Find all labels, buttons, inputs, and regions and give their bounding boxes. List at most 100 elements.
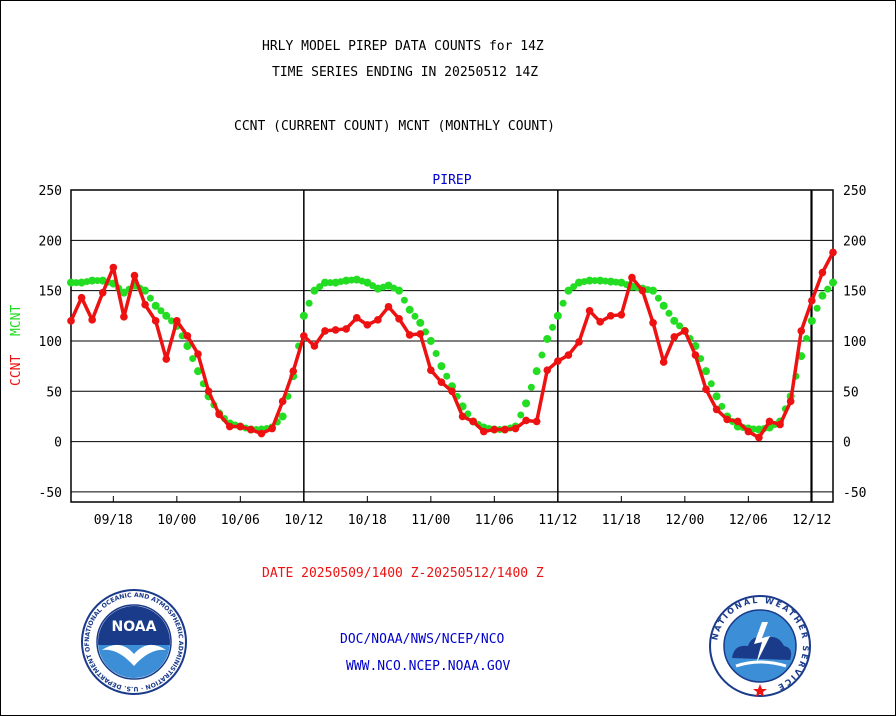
mcnt-mid-point	[178, 332, 186, 340]
ccnt-point	[289, 367, 298, 375]
mcnt-point	[278, 412, 287, 421]
plot-border	[70, 189, 834, 503]
footer-link-www[interactable]: WWW.NCO.NCEP.NOAA.GOV	[346, 659, 511, 674]
ccnt-point	[278, 397, 287, 406]
mcnt-point	[818, 291, 827, 300]
ccnt-point	[670, 333, 679, 341]
ccnt-point	[88, 316, 96, 324]
ccnt-point	[733, 417, 742, 426]
ccnt-point	[120, 313, 128, 321]
mcnt-point	[405, 305, 414, 314]
ccnt-point	[215, 410, 223, 419]
mcnt-point	[596, 276, 605, 285]
ccnt-point	[183, 332, 192, 340]
ccnt-point	[331, 326, 340, 334]
ccnt-point	[268, 424, 276, 433]
mcnt-point	[151, 301, 160, 310]
ccnt-point	[427, 366, 435, 374]
y-tick-label-left: 100	[39, 335, 62, 350]
mcnt-point	[183, 342, 192, 350]
ccnt-point	[395, 315, 403, 323]
ccnt-point	[437, 378, 446, 387]
ccnt-point	[352, 314, 361, 322]
mcnt-mid-point	[316, 283, 324, 291]
ccnt-point	[173, 317, 181, 325]
ccnt-point	[712, 405, 721, 414]
ccnt-point	[236, 422, 245, 431]
ccnt-point	[204, 387, 213, 396]
mcnt-point	[522, 399, 531, 408]
mcnt-mid-point	[549, 323, 557, 331]
mcnt-mid-point	[665, 309, 673, 317]
ccnt-point	[543, 366, 552, 374]
ccnt-point	[98, 288, 107, 297]
ccnt-point	[363, 321, 372, 329]
mcnt-point	[342, 276, 351, 285]
ccnt-point	[808, 296, 816, 305]
y-tick-label-right: 0	[843, 436, 851, 451]
ccnt-point	[617, 311, 626, 319]
mcnt-mid-point	[168, 317, 176, 325]
mcnt-point	[395, 286, 404, 295]
ccnt-point	[628, 273, 636, 282]
mcnt-mid-point	[824, 285, 832, 293]
mcnt-point	[437, 362, 446, 371]
ccnt-point	[321, 327, 329, 335]
x-tick-label: 10/06	[221, 513, 260, 528]
ccnt-point	[77, 293, 86, 302]
ccnt-point	[575, 338, 583, 346]
y-tick-label-right: 100	[843, 335, 866, 350]
panel-title: PIREP	[432, 173, 471, 188]
ccnt-point	[141, 300, 149, 309]
ccnt-point	[501, 425, 509, 434]
mcnt-mid-point	[707, 380, 715, 388]
ccnt-point	[532, 417, 541, 426]
mcnt-point	[67, 278, 75, 287]
ccnt-point	[786, 397, 795, 406]
ccnt-point	[755, 433, 763, 442]
x-tick-label: 11/12	[538, 513, 577, 528]
y-tick-label-right: -50	[843, 486, 866, 501]
ccnt-point	[596, 318, 604, 326]
chart-subtitle: CCNT (CURRENT COUNT) MCNT (MONTHLY COUNT…	[234, 119, 555, 134]
chart-title-line1: HRLY MODEL PIREP DATA COUNTS for 14Z	[262, 39, 544, 54]
x-tick-label: 12/00	[665, 513, 704, 528]
mcnt-mid-point	[654, 294, 662, 302]
ccnt-point	[649, 319, 657, 327]
ccnt-point	[554, 357, 562, 365]
ccnt-point	[797, 327, 806, 335]
mcnt-point	[310, 286, 319, 295]
ccnt-point	[151, 317, 160, 325]
ccnt-point	[67, 317, 75, 325]
ccnt-point	[702, 385, 710, 394]
mcnt-point	[829, 278, 837, 287]
mcnt-point	[553, 311, 562, 320]
mcnt-point	[426, 336, 435, 345]
mcnt-point	[606, 277, 615, 286]
ccnt-point	[384, 302, 393, 311]
ccnt-point	[300, 332, 308, 340]
mcnt-mid-point	[517, 411, 525, 419]
ccnt-point	[194, 350, 202, 358]
mcnt-mid-point	[559, 299, 567, 307]
x-tick-label: 10/00	[157, 513, 196, 528]
x-tick-label: 10/18	[348, 513, 387, 528]
mcnt-mid-point	[538, 351, 546, 359]
mcnt-point	[416, 318, 425, 327]
ccnt-point	[606, 312, 615, 320]
x-tick-label: 10/12	[284, 513, 323, 528]
mcnt-point	[659, 301, 668, 310]
footer-link-doc[interactable]: DOC/NOAA/NWS/NCEP/NCO	[340, 632, 505, 647]
ccnt-point	[564, 351, 573, 359]
mcnt-mid-point	[813, 304, 821, 312]
mcnt-point	[194, 367, 202, 376]
mcnt-mid-point	[676, 322, 684, 330]
x-tick-label: 11/00	[411, 513, 450, 528]
y-tick-label-right: 50	[843, 385, 859, 400]
ccnt-point	[765, 417, 774, 426]
ccnt-point	[659, 358, 668, 366]
x-tick-label: 12/12	[792, 513, 831, 528]
ccnt-point	[130, 271, 139, 280]
mcnt-mid-point	[305, 299, 313, 307]
ccnt-point	[469, 417, 477, 426]
